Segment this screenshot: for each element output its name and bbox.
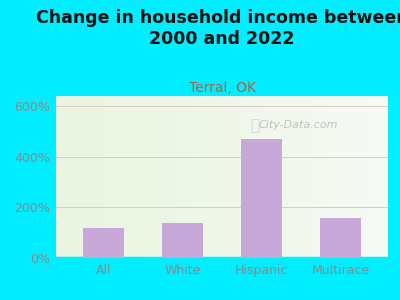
Text: Change in household income between
2000 and 2022: Change in household income between 2000 … <box>36 9 400 48</box>
Text: City-Data.com: City-Data.com <box>259 120 338 130</box>
Text: ⌕: ⌕ <box>251 118 260 133</box>
Bar <box>320 218 361 258</box>
Text: Terral, OK: Terral, OK <box>188 81 256 95</box>
Bar <box>162 223 203 258</box>
Bar <box>83 228 124 258</box>
Bar <box>241 139 282 258</box>
